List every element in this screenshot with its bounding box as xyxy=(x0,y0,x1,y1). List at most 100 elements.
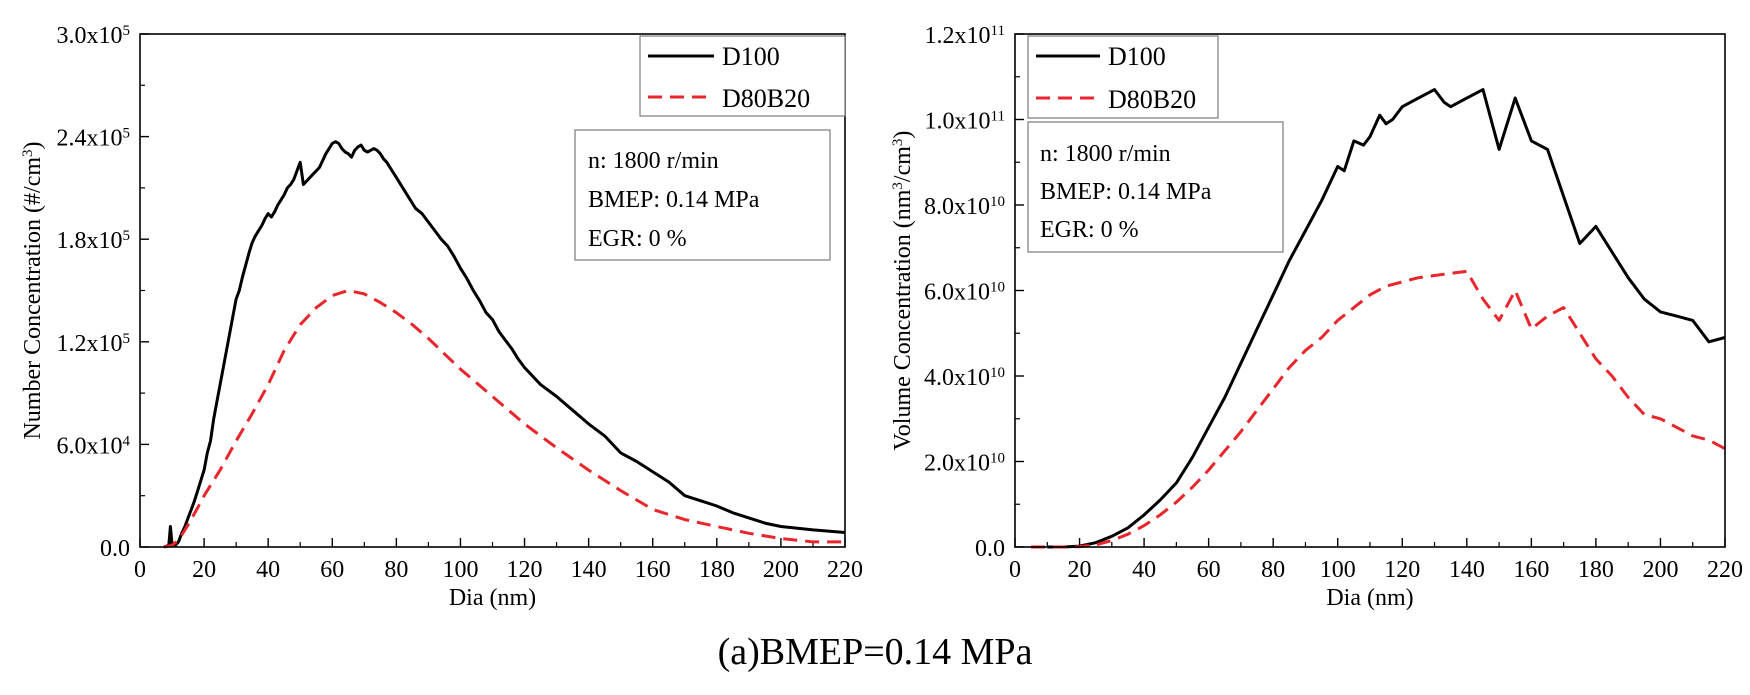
y-tick-mantissa: 6.0x10 xyxy=(924,280,990,306)
x-tick-label: 200 xyxy=(763,557,799,583)
annotation-bmep: BMEP: 0.14 MPa xyxy=(588,187,760,213)
y-tick-exponent: 5 xyxy=(123,23,131,39)
y-tick-marks xyxy=(140,33,149,548)
legend-box xyxy=(639,35,846,117)
y-tick-labels: 0.02.0x10104.0x10106.0x10108.0x10101.0x1… xyxy=(924,23,1005,562)
x-tick-label: 220 xyxy=(1707,557,1743,583)
x-tick-label: 220 xyxy=(827,557,863,583)
x-tick-labels: 0 20 40 60 80 100 120 140 160 180 200 220 xyxy=(134,557,863,583)
y-tick-exponent: 10 xyxy=(990,365,1005,381)
y-tick-label: 2.4x105 xyxy=(57,126,131,152)
x-tick-labels: 0 20 40 60 80 100 120 140 160 180 200 220 xyxy=(1009,557,1743,583)
legend: D100 D80B20 xyxy=(1027,35,1219,119)
x-tick-label: 80 xyxy=(384,557,408,583)
x-tick-label: 140 xyxy=(571,557,607,583)
x-tick-marks xyxy=(1014,538,1726,547)
figure-caption: (a)BMEP=0.14 MPa xyxy=(717,631,1033,673)
y-axis-label-sup: 3 xyxy=(20,149,36,157)
x-tick-label: 60 xyxy=(320,557,344,583)
y-tick-label: 8.0x1010 xyxy=(924,194,1005,220)
y-tick-label: 6.0x1010 xyxy=(924,280,1005,306)
x-tick-marks xyxy=(139,538,846,547)
annotation-egr: EGR: 0 % xyxy=(588,226,687,252)
y-tick-label: 1.2x1011 xyxy=(925,23,1005,49)
y-tick-mantissa: 1.2x10 xyxy=(57,331,123,357)
y-tick-exponent: 11 xyxy=(991,23,1005,39)
y-tick-exponent: 10 xyxy=(990,194,1005,210)
series-lines xyxy=(163,140,846,549)
x-tick-label: 80 xyxy=(1261,557,1285,583)
legend-box xyxy=(1027,35,1219,119)
x-tick-label: 20 xyxy=(1068,557,1092,583)
y-tick-mantissa: 1.8x10 xyxy=(57,228,123,254)
number-concentration-chart: 0 20 40 60 80 100 120 140 160 180 200 220 0.0 6.0x10… xyxy=(20,23,863,611)
y-tick-label: 1.0x1011 xyxy=(925,109,1005,135)
y-axis-label-sup: 3 xyxy=(890,182,906,190)
y-tick-mantissa: 0.0 xyxy=(975,536,1005,562)
y-tick-label: 1.2x105 xyxy=(57,331,131,357)
annotation-speed: n: 1800 r/min xyxy=(588,148,719,174)
x-tick-label: 100 xyxy=(1320,557,1356,583)
x-tick-label: 200 xyxy=(1642,557,1678,583)
x-tick-label: 160 xyxy=(1513,557,1549,583)
x-tick-label: 120 xyxy=(1384,557,1420,583)
y-axis-label-close: ) xyxy=(890,131,916,139)
y-axis-label-text: Volume Concentration (nm xyxy=(890,189,916,450)
series-d80b20 xyxy=(1031,269,1726,549)
legend-label-d80b20: D80B20 xyxy=(1108,85,1196,114)
legend-label-d80b20: D80B20 xyxy=(722,84,810,113)
series-d100 xyxy=(163,140,846,549)
y-tick-exponent: 5 xyxy=(123,331,131,347)
y-tick-exponent: 5 xyxy=(123,228,131,244)
y-tick-label: 3.0x105 xyxy=(57,23,131,49)
x-tick-label: 20 xyxy=(192,557,216,583)
legend: D100 D80B20 xyxy=(639,35,846,117)
x-tick-label: 140 xyxy=(1449,557,1485,583)
plot-frame xyxy=(139,33,846,548)
annotation-frame xyxy=(574,129,831,261)
y-axis-label-sup2: 3 xyxy=(890,139,906,147)
y-tick-mantissa: 1.2x10 xyxy=(925,23,991,49)
x-tick-label: 180 xyxy=(1578,557,1614,583)
y-axis-label-close: ) xyxy=(20,141,46,149)
y-tick-mantissa: 0.0 xyxy=(100,536,130,562)
y-axis-label-mid: /cm xyxy=(890,146,916,182)
y-tick-label: 2.0x1010 xyxy=(924,451,1005,477)
y-tick-exponent: 10 xyxy=(990,451,1005,467)
annotation-speed: n: 1800 r/min xyxy=(1040,141,1171,167)
annotation-box: n: 1800 r/min BMEP: 0.14 MPa EGR: 0 % xyxy=(1027,121,1284,253)
series-lines xyxy=(1031,88,1726,549)
x-tick-label: 0 xyxy=(1009,557,1021,583)
y-tick-mantissa: 3.0x10 xyxy=(57,23,123,49)
y-tick-label: 0.0 xyxy=(975,536,1005,562)
series-d80b20 xyxy=(163,289,845,549)
y-axis-label: Number Concentration (#/cm3) xyxy=(20,141,46,439)
y-tick-label: 1.8x105 xyxy=(57,228,131,254)
y-tick-exponent: 4 xyxy=(123,433,131,449)
annotation-egr: EGR: 0 % xyxy=(1040,217,1139,243)
x-axis-label: Dia (nm) xyxy=(449,585,536,611)
annotation-box: n: 1800 r/min BMEP: 0.14 MPa EGR: 0 % xyxy=(574,129,831,261)
annotation-frame xyxy=(1027,121,1284,253)
x-tick-label: 120 xyxy=(507,557,543,583)
y-tick-label: 4.0x1010 xyxy=(924,365,1005,391)
y-tick-mantissa: 2.4x10 xyxy=(57,126,123,152)
x-tick-label: 160 xyxy=(635,557,671,583)
y-tick-mantissa: 8.0x10 xyxy=(924,194,990,220)
volume-concentration-chart: 0 20 40 60 80 100 120 140 160 180 200 220 0.0 2.0x10… xyxy=(890,23,1743,611)
y-tick-mantissa: 4.0x10 xyxy=(924,365,990,391)
x-axis-label: Dia (nm) xyxy=(1326,585,1413,611)
y-tick-exponent: 11 xyxy=(991,109,1005,125)
y-tick-mantissa: 1.0x10 xyxy=(925,109,991,135)
legend-label-d100: D100 xyxy=(1108,42,1166,71)
y-axis-label-text: Number Concentration (#/cm xyxy=(20,157,46,440)
y-tick-label: 6.0x104 xyxy=(57,433,131,459)
legend-label-d100: D100 xyxy=(722,42,780,71)
y-axis-label: Volume Concentration (nm3/cm3) xyxy=(890,131,916,451)
plot-frame xyxy=(1014,33,1726,548)
y-tick-marks xyxy=(1015,33,1024,548)
y-tick-exponent: 5 xyxy=(123,126,131,142)
series-d100 xyxy=(1047,88,1726,549)
